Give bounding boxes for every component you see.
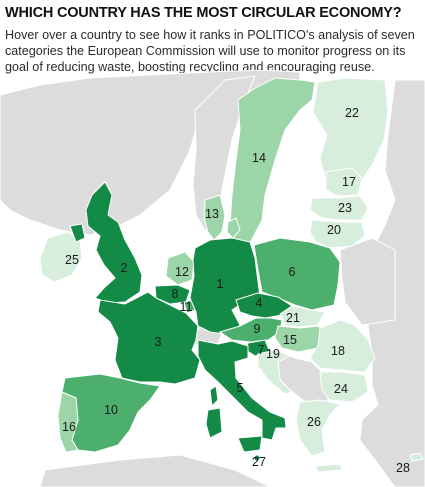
rank-label-bulgaria: 24	[334, 382, 348, 396]
country-greece[interactable]	[295, 399, 341, 457]
rank-label-czech-republic: 4	[256, 296, 263, 310]
country-latvia[interactable]	[309, 195, 369, 221]
country-germany[interactable]	[189, 237, 261, 336]
rank-label-estonia: 17	[342, 175, 356, 189]
rank-label-cyprus: 28	[396, 461, 410, 475]
rank-label-germany: 1	[217, 277, 224, 291]
map-container: 22 14 17 23 20 13 25 2 12 8 11 1 6 4 21 …	[0, 70, 425, 487]
country-bulgaria[interactable]	[319, 371, 369, 403]
country-estonia[interactable]	[325, 167, 363, 197]
rank-label-lithuania: 20	[327, 223, 341, 237]
rank-label-hungary: 15	[283, 333, 297, 347]
rank-label-belgium: 8	[172, 287, 179, 301]
rank-label-slovenia: 7	[258, 343, 265, 357]
north-africa	[39, 454, 271, 487]
rank-label-slovakia: 21	[286, 311, 300, 325]
rank-label-malta: 27	[252, 455, 266, 469]
country-croatia[interactable]	[257, 349, 293, 395]
country-malta[interactable]	[253, 454, 261, 462]
rank-label-sweden: 14	[252, 151, 266, 165]
country-poland[interactable]	[253, 237, 341, 311]
rank-label-romania: 18	[331, 344, 345, 358]
rank-label-austria: 9	[254, 322, 261, 336]
rank-label-croatia: 19	[266, 347, 280, 361]
country-sweden[interactable]	[229, 77, 316, 246]
europe-map: 22 14 17 23 20 13 25 2 12 8 11 1 6 4 21 …	[0, 70, 425, 487]
rank-label-finland: 22	[345, 106, 359, 120]
page-subtitle: Hover over a country to see how it ranks…	[5, 28, 415, 74]
country-netherlands[interactable]	[165, 251, 195, 286]
rank-label-greece: 26	[307, 415, 321, 429]
header: WHICH COUNTRY HAS THE MOST CIRCULAR ECON…	[0, 0, 425, 82]
rank-label-ireland: 25	[65, 253, 79, 267]
rank-label-denmark: 13	[205, 207, 219, 221]
rank-label-netherlands: 12	[175, 265, 189, 279]
rank-label-spain: 10	[104, 403, 118, 417]
country-romania[interactable]	[309, 319, 376, 373]
country-italy-sardinia[interactable]	[205, 407, 223, 439]
rank-label-poland: 6	[289, 265, 296, 279]
country-ireland[interactable]	[39, 231, 83, 283]
country-northern-ireland[interactable]	[69, 223, 86, 243]
country-italy-sicily[interactable]	[237, 435, 263, 453]
country-lithuania[interactable]	[309, 219, 366, 249]
rank-label-france: 3	[155, 335, 162, 349]
rank-label-portugal: 16	[62, 420, 76, 434]
country-slovakia[interactable]	[279, 305, 326, 328]
belarus-ukraine	[339, 237, 396, 326]
rank-label-luxembourg: 11	[180, 300, 193, 314]
country-france[interactable]	[97, 291, 201, 385]
country-cyprus[interactable]	[409, 452, 424, 462]
country-denmark[interactable]	[203, 194, 226, 241]
page-title: WHICH COUNTRY HAS THE MOST CIRCULAR ECON…	[5, 5, 402, 21]
rank-label-latvia: 23	[338, 201, 352, 215]
rank-label-united-kingdom: 2	[121, 261, 128, 275]
country-greece-crete[interactable]	[314, 463, 343, 473]
country-france-corsica[interactable]	[209, 385, 219, 408]
country-italy[interactable]	[197, 339, 287, 441]
country-portugal[interactable]	[57, 391, 79, 453]
rank-label-italy: 5	[237, 381, 244, 395]
country-denmark-island[interactable]	[226, 217, 241, 239]
